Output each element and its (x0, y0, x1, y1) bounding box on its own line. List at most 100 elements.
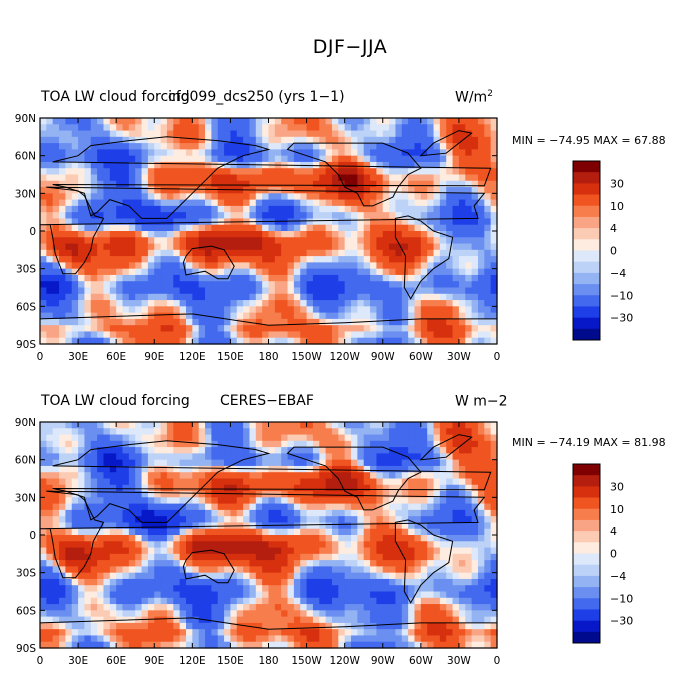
field-cell (452, 118, 460, 125)
field-cell (71, 337, 79, 345)
field-cell (306, 547, 314, 555)
field-cell (287, 168, 295, 176)
field-cell (452, 440, 460, 448)
field-cell (490, 268, 498, 276)
field-cell (452, 300, 460, 307)
field-cell (59, 205, 66, 213)
field-cell (97, 268, 105, 276)
field-cell (59, 262, 66, 270)
field-cell (401, 306, 409, 314)
field-cell (382, 199, 390, 207)
field-cell (230, 281, 238, 289)
field-cell (439, 118, 447, 125)
field-cell (135, 243, 143, 251)
field-cell (84, 560, 92, 567)
field-cell (217, 224, 225, 232)
field-cell (90, 118, 98, 125)
field-cell (109, 597, 117, 605)
field-cell (255, 249, 263, 257)
field-cell (147, 187, 155, 194)
field-cell (217, 124, 225, 132)
field-cell (46, 560, 54, 567)
field-cell (274, 472, 282, 480)
field-cell (351, 331, 358, 339)
field-cell (135, 459, 143, 467)
field-cell (40, 459, 47, 467)
field-cell (395, 237, 403, 245)
field-cell (452, 161, 460, 169)
field-cell (427, 130, 435, 138)
field-cell (300, 560, 308, 567)
field-cell (300, 293, 308, 301)
field-cell (97, 199, 105, 207)
field-cell (446, 572, 454, 580)
field-cell (446, 224, 454, 232)
field-cell (249, 503, 257, 511)
field-cell (52, 231, 60, 238)
field-cell (255, 274, 263, 282)
field-cell (249, 136, 257, 144)
field-cell (293, 205, 301, 213)
field-cell (433, 161, 441, 169)
field-cell (135, 180, 143, 188)
field-cell (363, 522, 371, 530)
field-cell (255, 472, 263, 480)
field-cell (458, 591, 466, 599)
field-cell (382, 616, 390, 624)
field-cell (78, 312, 86, 320)
field-cell (40, 434, 47, 442)
field-cell (154, 287, 162, 295)
field-cell (173, 453, 181, 461)
field-cell (52, 262, 60, 270)
field-cell (262, 591, 270, 599)
field-cell (370, 522, 378, 530)
field-cell (192, 578, 200, 586)
field-cell (135, 509, 143, 517)
field-cell (179, 459, 187, 467)
field-cell (401, 243, 409, 251)
field-cell (420, 434, 428, 442)
field-cell (408, 453, 416, 461)
field-cell (103, 522, 111, 530)
field-cell (414, 547, 422, 555)
field-cell (293, 224, 301, 232)
field-cell (446, 168, 454, 176)
field-cell (135, 337, 143, 345)
field-cell (116, 118, 124, 125)
field-cell (408, 281, 416, 289)
field-cell (122, 337, 130, 345)
field-cell (128, 622, 136, 630)
field-cell (427, 541, 435, 549)
field-cell (401, 428, 409, 436)
field-cell (357, 293, 365, 301)
field-cell (484, 472, 492, 480)
field-cell (281, 509, 289, 517)
field-cell (255, 484, 263, 492)
field-cell (249, 274, 257, 282)
field-cell (477, 597, 485, 605)
field-cell (71, 300, 79, 307)
field-cell (287, 478, 295, 486)
field-cell (376, 136, 384, 144)
field-cell (90, 256, 98, 263)
field-cell (490, 422, 498, 429)
field-cell (116, 472, 124, 480)
field-cell (103, 168, 111, 176)
field-cell (325, 491, 333, 498)
field-cell (338, 306, 346, 314)
field-cell (370, 161, 378, 169)
field-cell (179, 281, 187, 289)
field-cell (484, 428, 492, 436)
field-cell (128, 168, 136, 176)
field-cell (249, 174, 257, 182)
field-cell (433, 553, 441, 561)
field-cell (344, 293, 352, 301)
field-cell (338, 610, 346, 618)
field-cell (147, 293, 155, 301)
field-cell (351, 522, 358, 530)
field-cell (484, 497, 492, 505)
field-cell (205, 331, 212, 339)
field-cell (351, 130, 358, 138)
field-cell (173, 459, 181, 467)
field-cell (274, 591, 282, 599)
